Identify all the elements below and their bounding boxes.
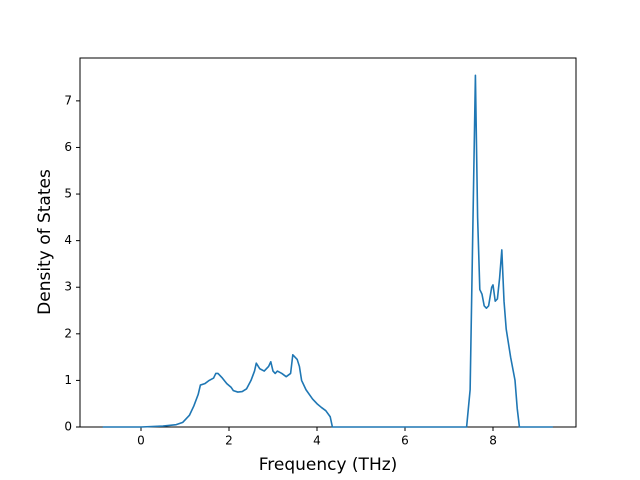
y-tick-label: 3 [64,280,72,294]
line-series [102,74,553,428]
x-tick-label: 8 [489,434,497,448]
x-tick-label: 6 [401,434,409,448]
y-tick-label: 5 [64,187,72,201]
y-tick-label: 0 [64,420,72,434]
y-tick-label: 1 [64,373,72,387]
y-tick-label: 7 [64,93,72,107]
x-tick-label: 2 [225,434,233,448]
y-tick-label: 2 [64,326,72,340]
x-tick-label: 0 [137,434,145,448]
y-tick-label: 4 [64,233,72,247]
y-axis-label: Density of States [35,169,55,315]
y-tick-label: 6 [64,140,72,154]
x-axis-label: Frequency (THz) [259,455,398,475]
plot-frame [79,57,577,428]
x-tick-label: 4 [313,434,321,448]
